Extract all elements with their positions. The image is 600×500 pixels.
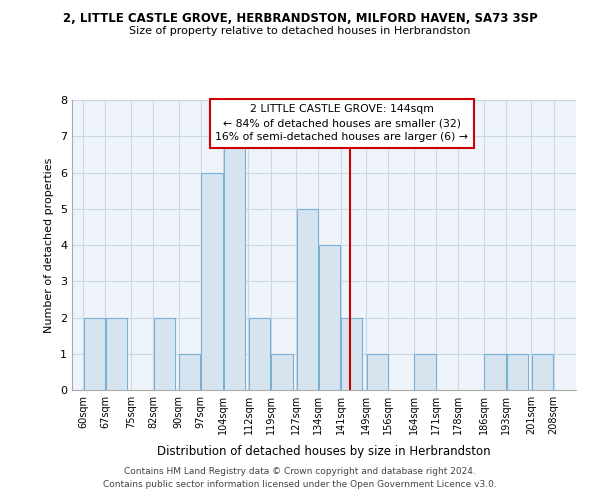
Bar [154,318,175,390]
Bar [201,172,223,390]
Bar [271,354,293,390]
Text: 2 LITTLE CASTLE GROVE: 144sqm
← 84% of detached houses are smaller (32)
16% of s: 2 LITTLE CASTLE GROVE: 144sqm ← 84% of d… [215,104,468,142]
Bar [83,318,105,390]
X-axis label: Distribution of detached houses by size in Herbrandston: Distribution of detached houses by size … [157,446,491,458]
Bar [179,354,200,390]
Text: 2, LITTLE CASTLE GROVE, HERBRANDSTON, MILFORD HAVEN, SA73 3SP: 2, LITTLE CASTLE GROVE, HERBRANDSTON, MI… [62,12,538,26]
Bar [224,136,245,390]
Bar [532,354,553,390]
Bar [506,354,528,390]
Bar [296,209,318,390]
Bar [484,354,506,390]
Text: Contains public sector information licensed under the Open Government Licence v3: Contains public sector information licen… [103,480,497,489]
Bar [319,245,340,390]
Bar [415,354,436,390]
Bar [249,318,270,390]
Bar [106,318,127,390]
Bar [367,354,388,390]
Text: Size of property relative to detached houses in Herbrandston: Size of property relative to detached ho… [129,26,471,36]
Bar [341,318,362,390]
Y-axis label: Number of detached properties: Number of detached properties [44,158,55,332]
Text: Contains HM Land Registry data © Crown copyright and database right 2024.: Contains HM Land Registry data © Crown c… [124,467,476,476]
